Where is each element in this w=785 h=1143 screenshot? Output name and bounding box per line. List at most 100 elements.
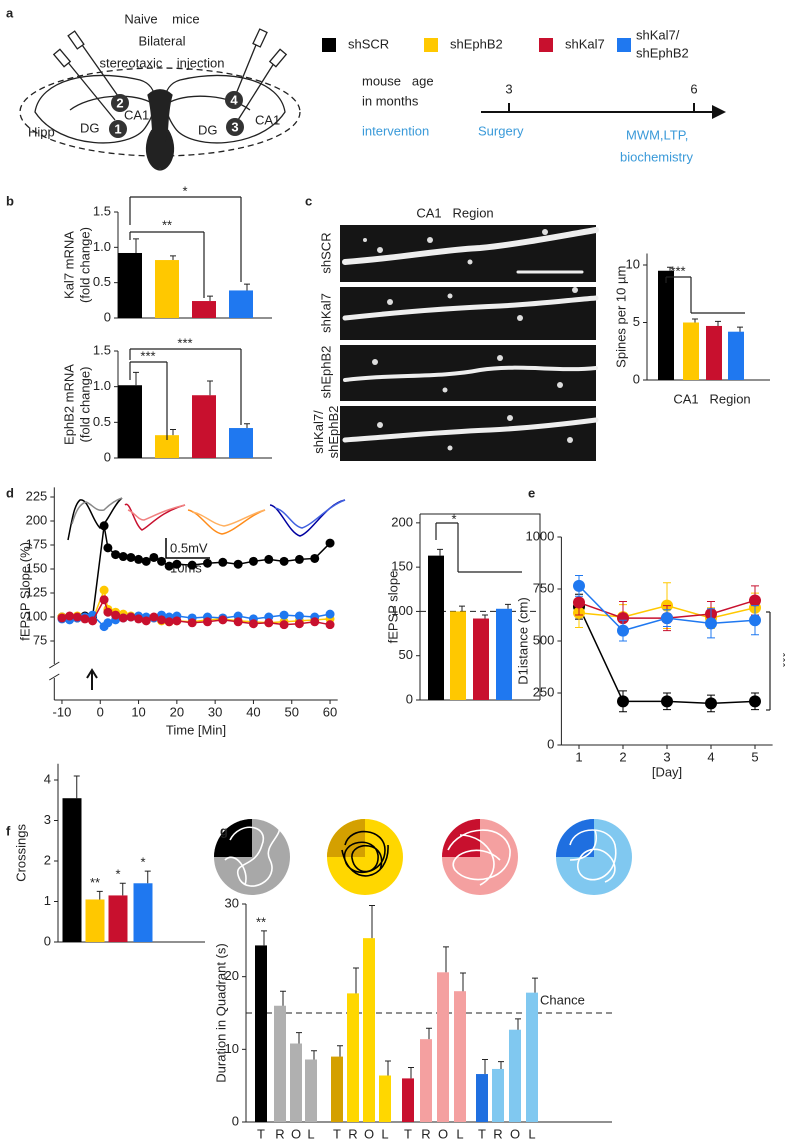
y-tick-label: 0.5 bbox=[93, 414, 111, 429]
data-point bbox=[103, 543, 113, 553]
axis-break bbox=[49, 661, 60, 681]
bar bbox=[155, 435, 179, 458]
site-number: 4 bbox=[230, 92, 238, 107]
y-tick-label: 10 bbox=[626, 256, 640, 271]
error-bar bbox=[133, 238, 139, 253]
legend-swatch bbox=[617, 38, 631, 52]
data-point bbox=[325, 609, 335, 619]
data-point bbox=[325, 538, 335, 548]
data-point bbox=[111, 610, 121, 620]
site-number: 3 bbox=[231, 119, 238, 134]
bar bbox=[118, 252, 142, 318]
row-label: shEphB2 bbox=[318, 346, 333, 399]
x-tick-label: O bbox=[291, 1126, 301, 1141]
region-label: CA1 bbox=[124, 107, 149, 122]
error-bar bbox=[532, 977, 538, 993]
bar bbox=[255, 945, 267, 1122]
error-bar bbox=[244, 283, 250, 291]
diagram-title: Bilateral bbox=[139, 33, 186, 48]
y-tick-label: 150 bbox=[391, 559, 413, 574]
x-tick-label: 20 bbox=[170, 704, 184, 719]
y-tick-label: 0 bbox=[633, 371, 640, 386]
bar bbox=[274, 1005, 286, 1122]
bar bbox=[290, 1043, 302, 1122]
data-point bbox=[218, 557, 228, 567]
error-bar bbox=[482, 1059, 488, 1075]
data-point bbox=[202, 558, 212, 568]
x-tick-label: 50 bbox=[285, 704, 299, 719]
y-axis-label: EphB2 mRNA bbox=[61, 364, 76, 445]
error-bar bbox=[460, 972, 466, 992]
bar bbox=[133, 883, 153, 942]
y-tick-label: 175 bbox=[26, 536, 48, 551]
data-point bbox=[164, 617, 174, 627]
y-tick-label: 200 bbox=[391, 514, 413, 529]
x-tick-label: 60 bbox=[323, 704, 337, 719]
data-point bbox=[65, 611, 75, 621]
panel-label: c bbox=[305, 193, 312, 208]
error-bar bbox=[280, 990, 286, 1006]
bar bbox=[437, 972, 449, 1122]
error-bar bbox=[443, 946, 449, 973]
scale-label: 0.5mV bbox=[170, 540, 208, 555]
panel-label: f bbox=[6, 823, 11, 838]
data-point bbox=[233, 559, 243, 569]
error-bar bbox=[207, 380, 213, 396]
y-tick-label: 1.5 bbox=[93, 203, 111, 218]
x-tick-label: L bbox=[381, 1126, 388, 1141]
bar bbox=[118, 385, 142, 458]
bar bbox=[496, 608, 512, 700]
bar bbox=[683, 322, 699, 380]
data-point bbox=[99, 585, 109, 595]
error-bar bbox=[482, 614, 488, 619]
data-point bbox=[72, 612, 82, 622]
region-label: CA1 bbox=[255, 112, 280, 127]
data-point bbox=[103, 607, 113, 617]
timeline-label: mouse age bbox=[362, 73, 434, 88]
error-bar bbox=[296, 1032, 302, 1044]
y-tick-label: 10 bbox=[225, 1041, 239, 1056]
x-tick-label: L bbox=[528, 1126, 535, 1141]
bar bbox=[192, 301, 216, 318]
y-tick-label: 250 bbox=[533, 684, 555, 699]
timeline-row-label: intervention bbox=[362, 123, 429, 138]
swim-paths bbox=[214, 819, 632, 895]
data-point bbox=[661, 612, 673, 625]
timeline-event: biochemistry bbox=[620, 149, 693, 164]
significance: *** bbox=[670, 263, 685, 278]
y-tick-label: 1000 bbox=[525, 528, 554, 543]
y-tick-label: 2 bbox=[44, 852, 51, 867]
data-point bbox=[88, 616, 98, 626]
bar bbox=[492, 1068, 504, 1122]
bar bbox=[85, 899, 105, 942]
injection-site bbox=[109, 120, 127, 138]
data-point bbox=[187, 618, 197, 628]
y-tick-label: 0 bbox=[406, 691, 413, 706]
significance: ** bbox=[90, 875, 100, 890]
data-point bbox=[218, 615, 228, 625]
site-number: 2 bbox=[116, 95, 123, 110]
y-tick-label: 0 bbox=[547, 736, 554, 751]
data-point bbox=[617, 695, 629, 708]
error-bar bbox=[170, 255, 176, 261]
data-point bbox=[99, 595, 109, 605]
error-bar bbox=[737, 326, 743, 332]
bar bbox=[155, 260, 179, 318]
significance: ** bbox=[256, 914, 266, 929]
error-bar bbox=[244, 423, 250, 429]
y-tick-label: 4 bbox=[44, 771, 51, 786]
y-tick-label: 750 bbox=[533, 580, 555, 595]
data-point bbox=[705, 617, 717, 630]
data-point bbox=[248, 619, 258, 629]
data-point bbox=[617, 612, 629, 625]
y-tick-label: 200 bbox=[26, 512, 48, 527]
y-axis-label: (fold change) bbox=[77, 227, 92, 303]
data-point bbox=[573, 596, 585, 609]
legend-label: shEphB2 bbox=[450, 36, 503, 51]
region-label: Hipp bbox=[28, 124, 55, 139]
y-axis-label: Kal7 mRNA bbox=[61, 231, 76, 299]
error-bar bbox=[133, 371, 139, 386]
y-tick-label: 0 bbox=[44, 933, 51, 948]
data-point bbox=[233, 617, 243, 627]
